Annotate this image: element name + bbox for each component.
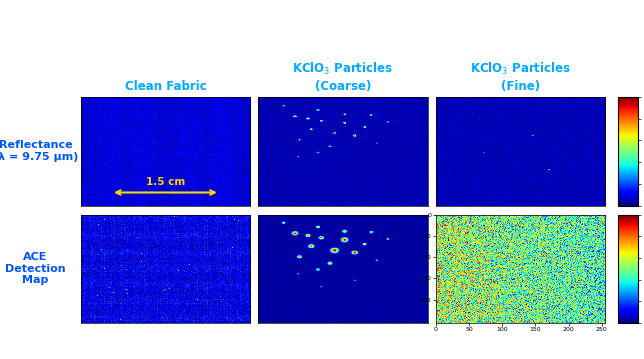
Text: Reflectance
(λ = 9.75 μm): Reflectance (λ = 9.75 μm): [0, 140, 78, 162]
Text: 1.5 cm: 1.5 cm: [146, 177, 185, 187]
Text: Clean Fabric: Clean Fabric: [124, 80, 206, 93]
Text: KClO$_3$ Particles
(Fine): KClO$_3$ Particles (Fine): [470, 61, 571, 93]
Text: ACE
Detection
Map: ACE Detection Map: [5, 252, 66, 285]
Text: KClO$_3$ Particles
(Coarse): KClO$_3$ Particles (Coarse): [292, 61, 393, 93]
